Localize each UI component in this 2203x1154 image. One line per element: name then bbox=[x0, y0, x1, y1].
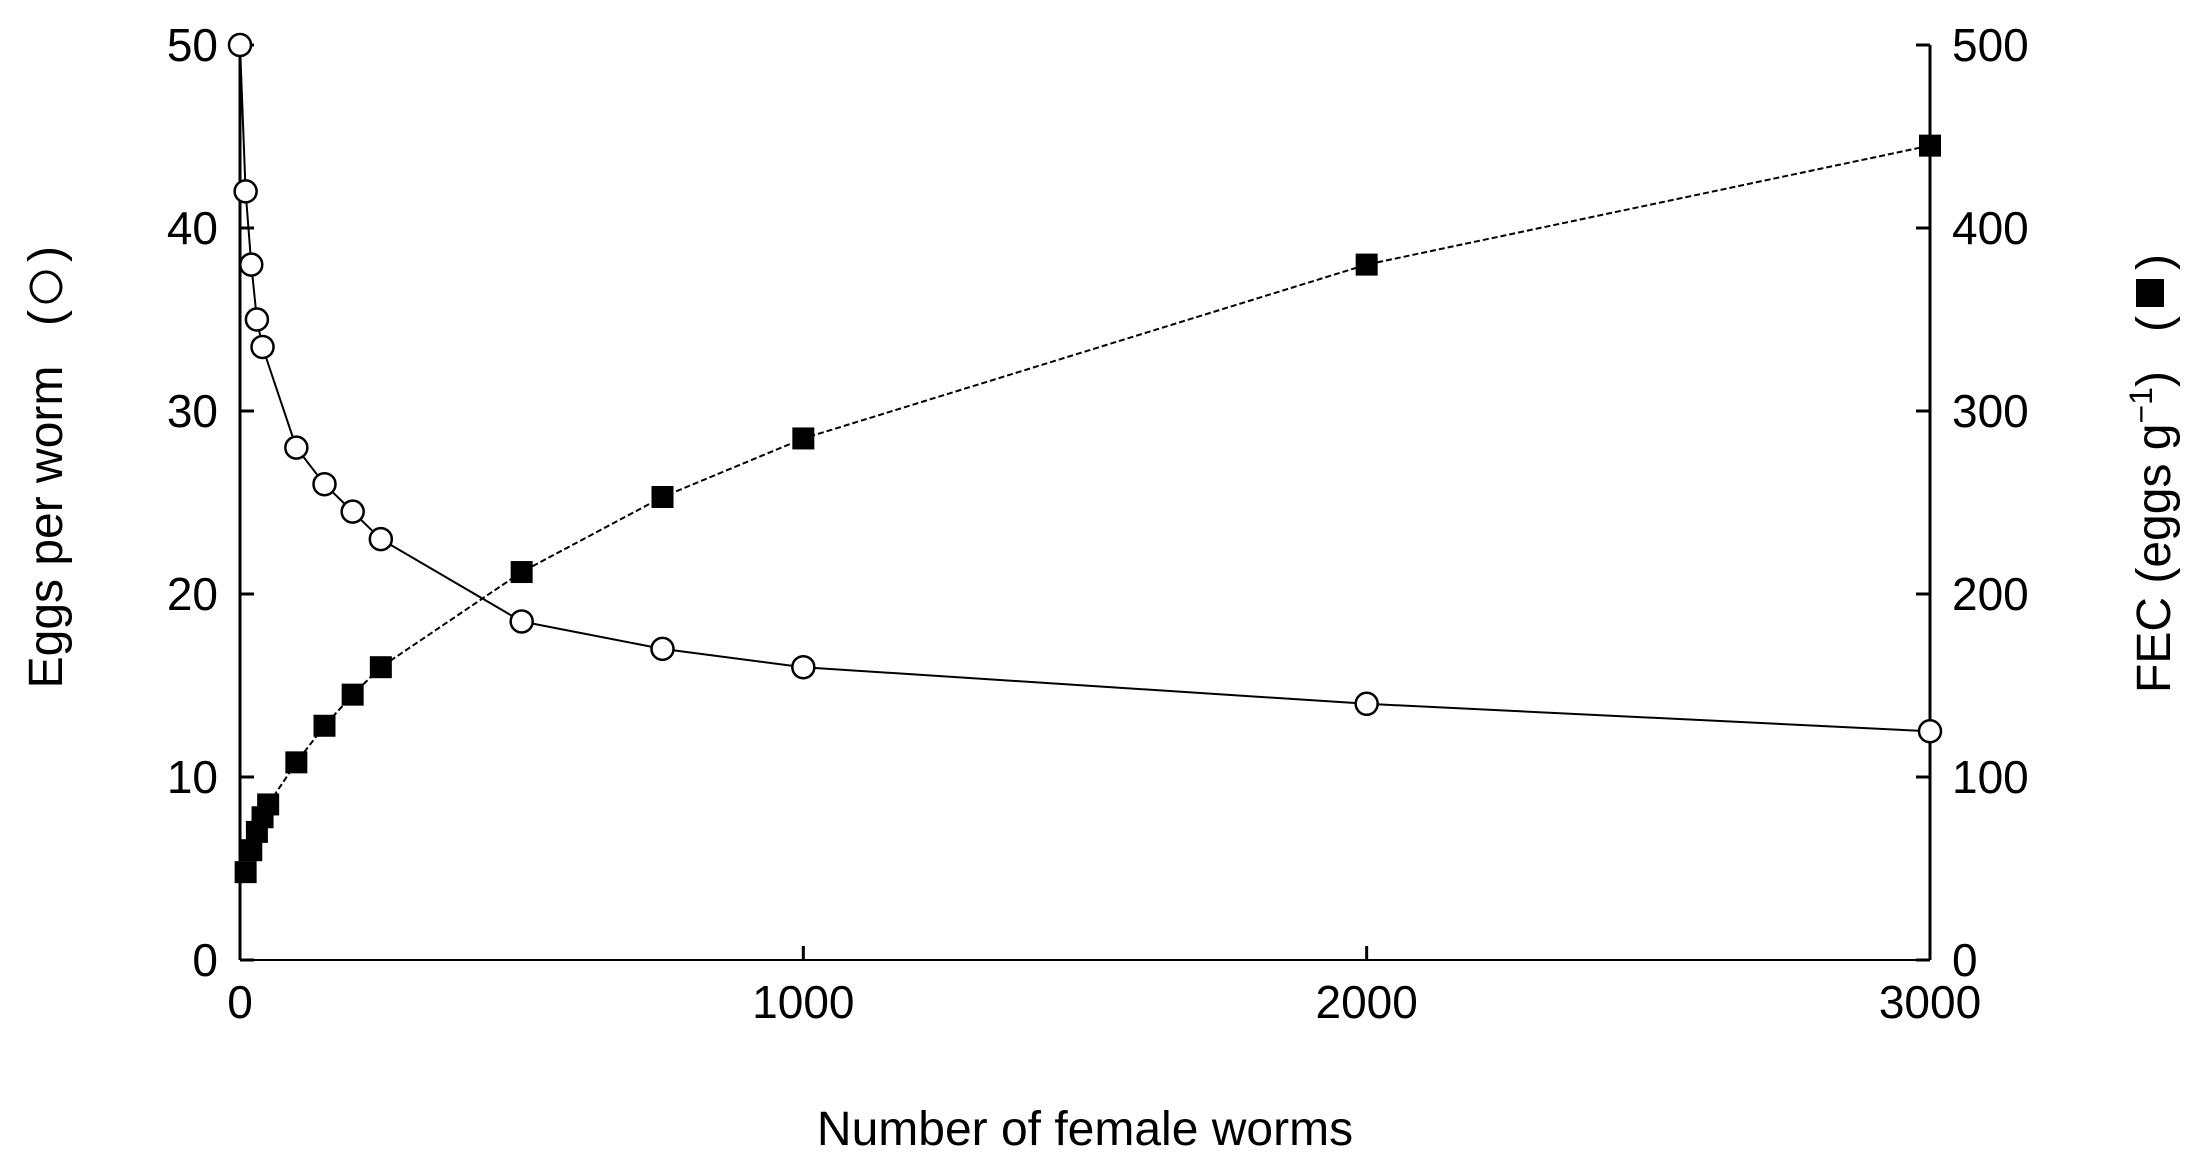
eggs-per-worm-line bbox=[239, 44, 1931, 733]
right-y-tick-label: 300 bbox=[1952, 385, 2029, 437]
right-y-axis-title-text: FEC (eggs g−1) bbox=[2123, 371, 2181, 693]
left-y-ticks: 0 10 20 30 40 50 bbox=[167, 19, 254, 986]
fec-point bbox=[257, 793, 280, 816]
eggs-per-worm-point bbox=[227, 32, 253, 58]
series-lines bbox=[239, 44, 1931, 873]
fec-point bbox=[369, 656, 392, 679]
left-y-tick-label: 40 bbox=[167, 202, 218, 254]
left-title-close-paren: ) bbox=[20, 246, 73, 262]
fec-point bbox=[285, 751, 308, 774]
eggs-per-worm-point bbox=[233, 179, 258, 204]
x-tick-label: 3000 bbox=[1879, 976, 1981, 1028]
x-axis-title: Number of female worms bbox=[817, 1103, 1353, 1154]
right-title-main: FEC (eggs g bbox=[2128, 424, 2181, 693]
eggs-per-worm-point bbox=[250, 334, 275, 360]
left-y-axis-title-text: Eggs per worm bbox=[20, 366, 73, 689]
eggs-per-worm-point bbox=[340, 499, 365, 524]
x-tick-label: 2000 bbox=[1315, 976, 1417, 1028]
eggs-per-worm-point bbox=[284, 435, 309, 460]
eggs-per-worm-point bbox=[791, 654, 816, 680]
right-y-tick-label: 200 bbox=[1952, 568, 2029, 620]
eggs-per-worm-point bbox=[1354, 691, 1379, 717]
right-y-tick-label: 500 bbox=[1952, 19, 2029, 71]
eggs-per-worm-point bbox=[368, 526, 394, 552]
fec-point bbox=[651, 486, 674, 509]
left-y-axis-title: Eggs per worm ( ) bbox=[20, 246, 73, 688]
open-circle-legend-icon bbox=[29, 270, 63, 304]
right-y-tick-label: 400 bbox=[1952, 202, 2029, 254]
fec-point bbox=[313, 714, 336, 737]
right-title-close-paren: ) bbox=[2128, 254, 2181, 270]
fec-point bbox=[1919, 134, 1941, 157]
series-markers bbox=[227, 32, 1943, 884]
fec-point bbox=[792, 427, 815, 450]
eggs-per-worm-point bbox=[509, 609, 534, 634]
fec-point bbox=[234, 861, 257, 884]
left-y-tick-label: 30 bbox=[167, 385, 218, 437]
left-y-tick-label: 50 bbox=[167, 19, 218, 71]
x-tick-label: 1000 bbox=[752, 976, 854, 1028]
fec-point bbox=[240, 839, 263, 862]
eggs-per-worm-point bbox=[650, 636, 675, 662]
right-title-open-paren: ( bbox=[2128, 316, 2181, 332]
left-title-open-paren: ( bbox=[20, 310, 73, 326]
right-y-tick-label: 0 bbox=[1952, 934, 1978, 986]
x-tick-label: 0 bbox=[227, 976, 253, 1028]
fec-line bbox=[244, 144, 1931, 873]
right-y-tick-label: 100 bbox=[1952, 751, 2029, 803]
eggs-per-worm-point bbox=[312, 471, 337, 497]
eggs-per-worm-point bbox=[244, 307, 270, 332]
fec-point bbox=[341, 683, 364, 706]
fec-point bbox=[1355, 253, 1378, 276]
filled-square-legend-icon bbox=[2136, 279, 2164, 307]
right-title-sup: −1 bbox=[2123, 387, 2159, 423]
eggs-per-worm-point bbox=[1917, 719, 1943, 744]
right-title-close: ) bbox=[2128, 371, 2181, 387]
left-y-tick-label: 20 bbox=[167, 568, 218, 620]
fec-point bbox=[510, 561, 533, 584]
right-y-axis-title: FEC (eggs g−1) ( ) bbox=[2123, 254, 2181, 693]
eggs-per-worm-point bbox=[239, 252, 264, 277]
left-y-tick-label: 0 bbox=[192, 934, 218, 986]
right-y-ticks: 0 100 200 300 400 500 bbox=[1916, 19, 2029, 986]
x-ticks: 0 1000 2000 3000 bbox=[227, 946, 1981, 1028]
left-y-tick-label: 10 bbox=[167, 751, 218, 803]
